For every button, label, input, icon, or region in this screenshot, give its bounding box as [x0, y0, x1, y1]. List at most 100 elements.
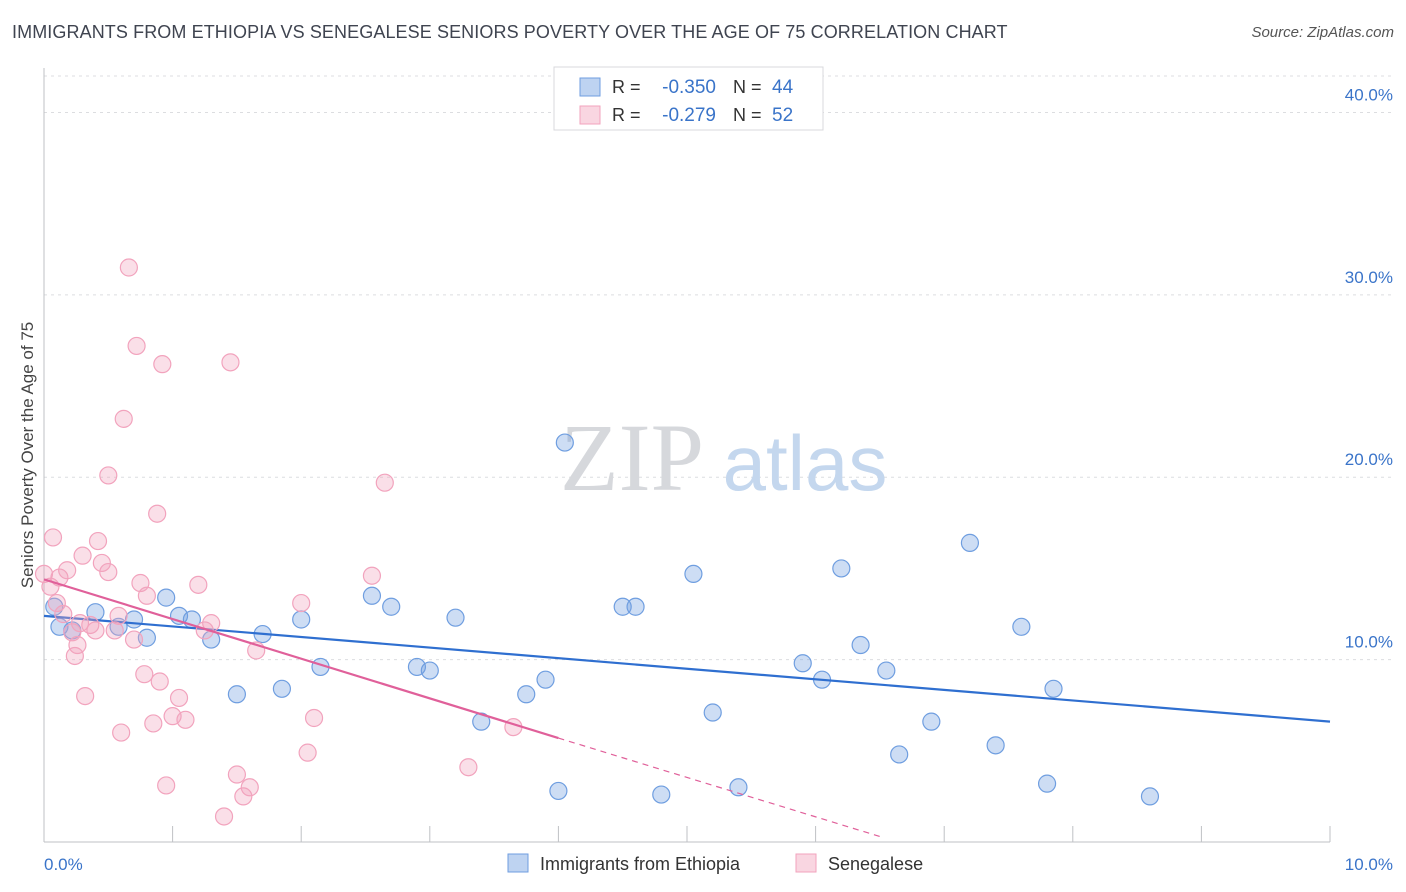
legend-swatch [795, 853, 817, 873]
data-point [124, 610, 144, 629]
y-tick-label: 30.0% [1345, 268, 1393, 287]
source-label: Source: ZipAtlas.com [1251, 24, 1394, 41]
data-point [703, 703, 722, 722]
y-tick-label: 20.0% [1345, 450, 1393, 469]
data-point [292, 593, 311, 613]
data-point [157, 776, 176, 795]
data-point [922, 712, 941, 731]
data-point [234, 787, 253, 806]
data-point [684, 564, 703, 584]
data-point [536, 670, 555, 689]
data-point [1012, 617, 1031, 636]
data-point [304, 708, 324, 728]
data-point [148, 504, 167, 523]
y-tick-label: 10.0% [1345, 633, 1393, 652]
data-point [99, 466, 118, 485]
data-point [105, 621, 124, 640]
y-tick-label: 40.0% [1345, 85, 1393, 104]
legend-n-label: N = [733, 77, 762, 97]
data-point [135, 665, 154, 684]
data-point [153, 355, 172, 374]
gridlines [44, 75, 1392, 661]
data-point [420, 661, 439, 680]
watermark: ZIP atlas [560, 404, 887, 511]
trend-line [43, 578, 559, 740]
data-point [890, 745, 909, 764]
data-point [446, 608, 465, 627]
data-point [272, 679, 292, 698]
series-senegalese [34, 258, 881, 838]
data-point [240, 778, 259, 797]
y-tick-labels: 10.0% 20.0% 30.0% 40.0% [1345, 85, 1393, 651]
data-point [1044, 679, 1063, 698]
legend-n-value: 44 [772, 77, 794, 98]
data-point [112, 723, 131, 742]
data-point [127, 336, 146, 356]
data-point [555, 433, 574, 452]
data-point [119, 258, 138, 277]
data-point [137, 586, 156, 605]
data-point [549, 781, 568, 801]
data-point [221, 353, 240, 372]
data-point [81, 615, 100, 635]
data-point [382, 597, 401, 616]
data-point [292, 610, 311, 629]
watermark-atlas: atlas [723, 419, 888, 507]
legend-swatch [507, 853, 529, 873]
data-point [375, 473, 394, 492]
data-point [114, 409, 133, 428]
chart-title: IMMIGRANTS FROM ETHIOPIA VS SENEGALESE S… [12, 22, 1008, 42]
data-point [227, 765, 246, 784]
data-point [517, 685, 536, 704]
data-point [227, 685, 246, 704]
data-point [150, 672, 169, 691]
stats-legend: R = -0.350 N = 44 R = -0.279 N = 52 [553, 66, 824, 131]
data-point [109, 606, 128, 625]
data-point [652, 785, 671, 804]
data-point [877, 661, 896, 680]
data-point [613, 597, 632, 616]
data-point [65, 646, 84, 666]
data-point [1037, 774, 1057, 793]
data-point [99, 562, 118, 582]
legend-r-label: R = [612, 105, 641, 125]
data-point [362, 566, 382, 585]
data-point [47, 593, 66, 613]
data-point [76, 686, 95, 706]
data-point [88, 531, 108, 551]
x-tick-label: 0.0% [44, 855, 83, 874]
data-point [68, 635, 87, 655]
data-point [362, 586, 382, 605]
data-point [986, 736, 1005, 755]
watermark-zip: ZIP [560, 404, 704, 511]
data-point [189, 575, 208, 594]
trend-line [43, 614, 1331, 723]
trend-line-extension [558, 737, 881, 838]
legend-series-label: Senegalese [828, 854, 923, 874]
legend-series-label: Immigrants from Ethiopia [540, 854, 741, 874]
x-tick-label: 10.0% [1345, 855, 1393, 874]
legend-r-label: R = [612, 77, 641, 97]
data-point [86, 621, 105, 640]
data-point [626, 597, 645, 616]
legend-n-label: N = [733, 105, 762, 125]
data-point [851, 635, 870, 655]
data-point [54, 604, 73, 624]
legend-n-value: 52 [772, 105, 793, 126]
data-point [169, 688, 189, 708]
data-point [832, 559, 851, 578]
data-point [214, 807, 234, 826]
data-point [298, 743, 317, 762]
data-point [73, 546, 92, 565]
axes: 0.0% 10.0% [43, 68, 1393, 874]
data-point [459, 758, 478, 777]
series-legend: Immigrants from Ethiopia Senegalese [507, 853, 923, 874]
data-point [124, 630, 144, 649]
data-point [176, 710, 195, 729]
series-layer [34, 258, 1331, 838]
data-point [43, 528, 63, 547]
legend-r-value: -0.279 [662, 105, 716, 126]
data-point [58, 561, 77, 580]
legend-swatch [579, 105, 601, 125]
